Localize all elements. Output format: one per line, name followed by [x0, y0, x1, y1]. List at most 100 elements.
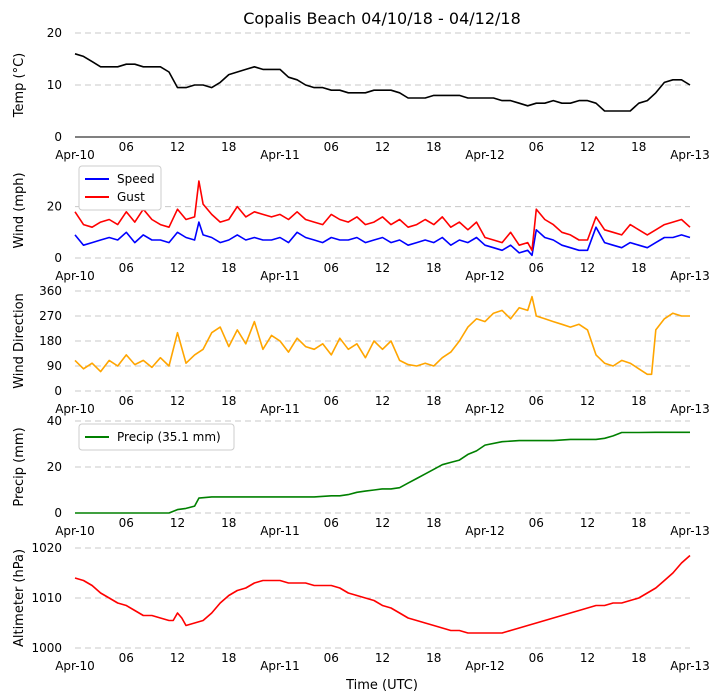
- xtick-label-altimeter: Apr-13: [670, 659, 710, 673]
- series-line-altimeter-altimeter: [74, 554, 691, 634]
- xtick-label-altimeter: Apr-12: [465, 659, 505, 673]
- legend-label-precip: Precip (35.1 mm): [117, 430, 221, 444]
- ytick-label-direction: 360: [39, 284, 62, 298]
- series-line-wind-speed: [74, 221, 691, 257]
- xtick-label-altimeter: 12: [580, 651, 595, 665]
- xtick-label-wind: 18: [631, 261, 646, 275]
- xtick-label-wind: Apr-11: [260, 269, 300, 283]
- xtick-label-direction: Apr-12: [465, 402, 505, 416]
- ytick-label-direction: 180: [39, 334, 62, 348]
- xtick-label-wind: 06: [324, 261, 339, 275]
- ytick-label-wind: 0: [54, 251, 62, 265]
- ytick-label-altimeter: 1020: [31, 541, 62, 555]
- series-line-direction-direction: [74, 295, 690, 376]
- xtick-label-wind: 06: [529, 261, 544, 275]
- xtick-label-direction: 06: [529, 394, 544, 408]
- ytick-label-altimeter: 1000: [31, 641, 62, 655]
- xtick-label-altimeter: 06: [529, 651, 544, 665]
- y-axis-label-altimeter: Altimeter (hPa): [12, 549, 27, 647]
- xtick-label-direction: Apr-13: [670, 402, 710, 416]
- legend-label-wind: Gust: [117, 190, 145, 204]
- xtick-label-altimeter: 06: [119, 651, 134, 665]
- xtick-label-temp: 06: [529, 140, 544, 154]
- xtick-label-wind: 12: [170, 261, 185, 275]
- xtick-label-direction: 06: [324, 394, 339, 408]
- xtick-label-wind: 12: [580, 261, 595, 275]
- ytick-label-altimeter: 1010: [31, 591, 62, 605]
- xtick-label-temp: Apr-13: [670, 148, 710, 162]
- xtick-label-wind: Apr-10: [55, 269, 95, 283]
- ytick-label-temp: 10: [47, 78, 62, 92]
- ytick-label-precip: 40: [47, 414, 62, 428]
- xtick-label-wind: 12: [375, 261, 390, 275]
- ytick-label-precip: 20: [47, 460, 62, 474]
- xtick-label-precip: Apr-13: [670, 524, 710, 538]
- xtick-label-temp: 12: [170, 140, 185, 154]
- xtick-label-wind: Apr-12: [465, 269, 505, 283]
- series-line-precip-precip-35-1-mm-: [75, 431, 690, 514]
- xtick-label-temp: Apr-10: [55, 148, 95, 162]
- xtick-label-precip: 06: [529, 516, 544, 530]
- series-line-temp-temp: [74, 53, 691, 112]
- panel-altimeter: 1000 1010 1020 Apr-10 06 12 18 Apr-11 06 12 18 Apr-…: [12, 541, 710, 673]
- xtick-label-direction: 12: [580, 394, 595, 408]
- xtick-label-precip: 18: [631, 516, 646, 530]
- xtick-label-temp: 06: [324, 140, 339, 154]
- xtick-label-direction: 18: [221, 394, 236, 408]
- xtick-label-temp: 18: [221, 140, 236, 154]
- legend-box-wind: [78, 165, 162, 211]
- xtick-label-altimeter: Apr-10: [55, 659, 95, 673]
- xtick-label-precip: 06: [119, 516, 134, 530]
- ytick-label-temp: 0: [54, 130, 62, 144]
- xtick-label-precip: 12: [375, 516, 390, 530]
- figure-title: Copalis Beach 04/10/18 - 04/12/18: [243, 9, 521, 28]
- ytick-label-temp: 20: [47, 26, 62, 40]
- xtick-label-wind: 18: [221, 261, 236, 275]
- x-axis-label: Time (UTC): [345, 678, 418, 693]
- ytick-label-direction: 270: [39, 309, 62, 323]
- xtick-label-temp: 12: [375, 140, 390, 154]
- y-axis-label-precip: Precip (mm): [12, 427, 27, 506]
- panel-precip: 0 20 40 Apr-10 06 12 18 Apr-11 06 12 18 Apr-12 06 12 1…: [12, 414, 710, 538]
- xtick-label-precip: 18: [426, 516, 441, 530]
- y-axis-label-temp: Temp (°C): [12, 53, 27, 119]
- xtick-label-altimeter: 12: [375, 651, 390, 665]
- xtick-label-direction: 18: [631, 394, 646, 408]
- xtick-label-altimeter: 12: [170, 651, 185, 665]
- xtick-label-direction: 12: [375, 394, 390, 408]
- xtick-label-direction: 18: [426, 394, 441, 408]
- xtick-label-altimeter: 18: [426, 651, 441, 665]
- xtick-label-precip: Apr-12: [465, 524, 505, 538]
- ytick-label-direction: 0: [54, 384, 62, 398]
- xtick-label-temp: 06: [119, 140, 134, 154]
- xtick-label-precip: 06: [324, 516, 339, 530]
- ytick-label-direction: 90: [47, 359, 62, 373]
- xtick-label-precip: Apr-11: [260, 524, 300, 538]
- legend-label-wind: Speed: [117, 172, 155, 186]
- xtick-label-temp: Apr-11: [260, 148, 300, 162]
- xtick-label-temp: 12: [580, 140, 595, 154]
- xtick-label-direction: 06: [119, 394, 134, 408]
- xtick-label-temp: 18: [426, 140, 441, 154]
- xtick-label-direction: Apr-11: [260, 402, 300, 416]
- series-line-wind-gust: [74, 180, 691, 252]
- xtick-label-wind: 06: [119, 261, 134, 275]
- xtick-label-wind: Apr-13: [670, 269, 710, 283]
- panel-wind: 0 20 Apr-10 06 12 18 Apr-11 06 12 18 Apr-12 06 12 18 A…: [12, 165, 710, 283]
- xtick-label-precip: 18: [221, 516, 236, 530]
- xtick-label-direction: 12: [170, 394, 185, 408]
- legend-box-precip: [78, 423, 235, 451]
- xtick-label-altimeter: 06: [324, 651, 339, 665]
- xtick-label-altimeter: 18: [221, 651, 236, 665]
- panel-temp: 0 10 20 Apr-10 06 12 18 Apr-11 06 12 18 Apr-12 06 12 1…: [12, 26, 710, 162]
- xtick-label-temp: Apr-12: [465, 148, 505, 162]
- y-axis-label-wind: Wind (mph): [12, 172, 27, 248]
- panel-direction: 0 90 180 270 360 Apr-10 06 12 18 Apr-11 06 12 18 Apr-…: [12, 284, 710, 416]
- xtick-label-precip: Apr-10: [55, 524, 95, 538]
- xtick-label-wind: 18: [426, 261, 441, 275]
- xtick-label-altimeter: 18: [631, 651, 646, 665]
- xtick-label-precip: 12: [170, 516, 185, 530]
- ytick-label-wind: 20: [47, 200, 62, 214]
